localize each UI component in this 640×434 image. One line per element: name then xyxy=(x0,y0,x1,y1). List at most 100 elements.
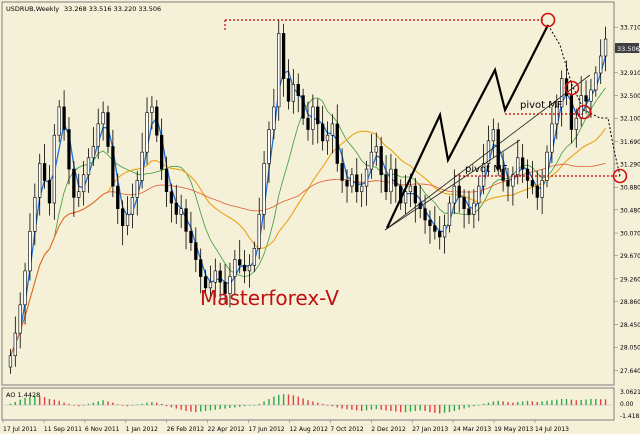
candle-body xyxy=(130,197,135,215)
ao-bar xyxy=(336,405,338,408)
candle-body xyxy=(218,270,222,283)
ao-bar xyxy=(302,398,304,405)
candle-body xyxy=(545,151,549,181)
ao-bar xyxy=(234,405,236,408)
candle-body xyxy=(145,112,149,153)
candle-body xyxy=(501,168,505,181)
ao-bar xyxy=(604,399,607,405)
upper-channel-line xyxy=(384,74,591,231)
ao-bar xyxy=(570,399,573,405)
ao-histogram: 3.0621 0.00 -1.4182 xyxy=(4,389,640,420)
candle-body xyxy=(228,276,232,294)
ao-bar xyxy=(399,405,402,413)
symbol-header: USDRUB,Weekly xyxy=(6,5,59,13)
ao-bar xyxy=(92,402,95,405)
ao-bar xyxy=(590,399,592,405)
ao-bar xyxy=(468,405,470,408)
candle-body xyxy=(233,259,237,277)
x-axis-ticks: 17 Jul 2011 11 Sep 2011 6 Nov 2011 1 Jan 20… xyxy=(2,420,569,433)
candle-body xyxy=(535,185,539,198)
ao-bar xyxy=(253,405,256,406)
candle-body xyxy=(330,123,335,136)
ao-bar xyxy=(599,399,602,405)
ao-bar xyxy=(224,405,226,409)
ao-bar xyxy=(463,405,465,409)
candle-body xyxy=(199,259,203,277)
ao-bar xyxy=(365,405,368,411)
ao-bar xyxy=(507,402,509,405)
y-tick-label: 30.070 xyxy=(620,231,640,238)
candle-body xyxy=(208,281,213,289)
ao-bar xyxy=(331,405,334,407)
y-tick-label: 31.690 xyxy=(620,139,640,146)
y-tick-label: 29.260 xyxy=(620,276,640,283)
ao-bar xyxy=(434,405,436,413)
candle-body xyxy=(506,180,510,187)
ao-bar xyxy=(356,405,358,411)
ao-bar xyxy=(595,399,597,405)
ao-bar xyxy=(53,399,56,405)
y-tick-label: 31.290 xyxy=(620,162,640,169)
ao-bar xyxy=(458,405,460,410)
ao-bar xyxy=(346,405,348,410)
ao-bar xyxy=(107,401,109,405)
candle-body xyxy=(525,168,530,181)
candle-body xyxy=(438,231,442,238)
ao-bar xyxy=(473,405,475,407)
candle-body xyxy=(496,129,500,170)
ao-bar xyxy=(585,399,587,405)
ao-bar xyxy=(580,399,582,405)
ao-bar xyxy=(312,401,314,405)
candle-body xyxy=(467,208,471,215)
ao-bar xyxy=(360,405,363,411)
candle-body xyxy=(291,83,296,102)
candle-body xyxy=(135,180,139,198)
y-tick-label: 30.480 xyxy=(620,207,640,214)
ao-bar xyxy=(141,403,143,405)
ao-bar xyxy=(14,402,17,405)
candle-body xyxy=(257,214,261,249)
target-circle xyxy=(612,168,628,184)
x-tick-label: 11 Sep 2011 xyxy=(44,426,82,433)
candle-body xyxy=(316,106,320,125)
candle-body xyxy=(428,219,432,226)
candle-body xyxy=(62,106,66,130)
candle-body xyxy=(262,163,266,215)
candle-body xyxy=(86,157,91,176)
y-tick-label: 32.910 xyxy=(620,70,640,77)
candle-body xyxy=(140,151,144,181)
candle-body xyxy=(477,185,481,204)
candle-body xyxy=(379,146,383,176)
candle-body xyxy=(77,191,81,198)
candle-body xyxy=(213,270,217,283)
ao-bar xyxy=(121,405,124,406)
candle-body xyxy=(203,276,208,289)
ao-bar xyxy=(453,405,456,411)
x-tick-label: 14 Jul 2013 xyxy=(535,426,569,433)
x-tick-label: 26 Feb 2012 xyxy=(167,426,205,433)
candle-body xyxy=(277,33,281,108)
candle-body xyxy=(491,129,496,142)
candle-body xyxy=(223,281,227,294)
candle-body xyxy=(252,247,256,266)
candle-body xyxy=(550,123,554,153)
candle-body xyxy=(481,163,486,187)
candle-body xyxy=(13,332,17,357)
ao-bar xyxy=(531,401,534,405)
candle-body xyxy=(520,157,525,170)
ao-bar xyxy=(517,402,519,405)
ao-bar xyxy=(151,402,153,405)
candle-body xyxy=(47,180,52,204)
ao-bar xyxy=(34,396,36,405)
ao-bar xyxy=(512,402,514,405)
ao-bar xyxy=(102,400,104,405)
ao-bar xyxy=(185,405,187,411)
candle-body xyxy=(267,129,271,164)
candle-body xyxy=(584,95,588,102)
candle-body xyxy=(413,185,417,204)
ao-bar xyxy=(390,405,392,411)
candle-body xyxy=(447,202,452,226)
candle-body xyxy=(57,106,61,136)
candle-body xyxy=(320,123,325,142)
